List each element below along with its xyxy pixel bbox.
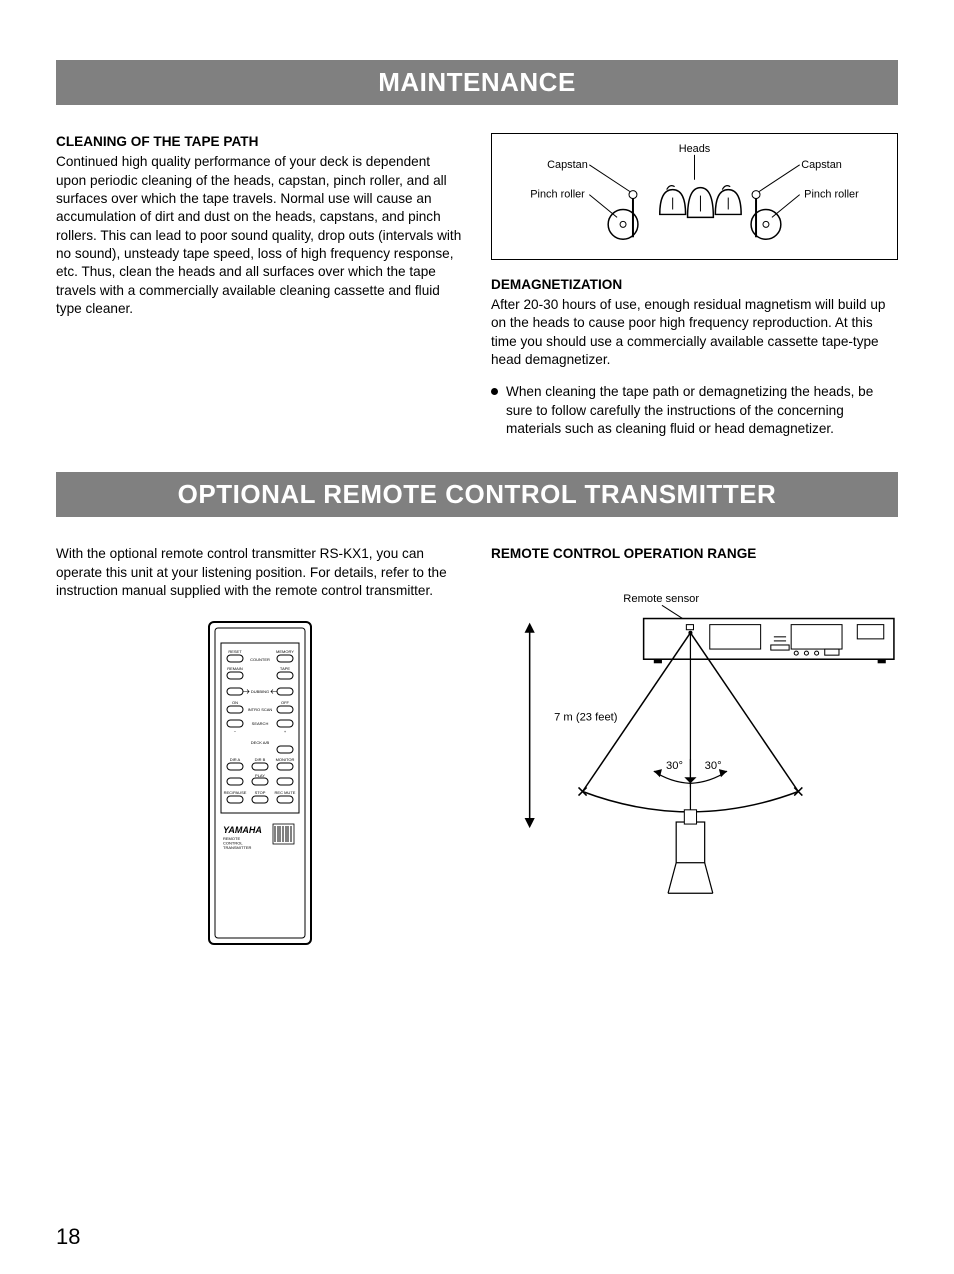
svg-text:INTRO SCAN: INTRO SCAN <box>247 707 272 712</box>
bullet-dot-icon <box>491 388 498 395</box>
label-distance: 7 m (23 feet) <box>554 711 618 723</box>
label-angle-right: 30° <box>705 760 722 772</box>
svg-text:DIR A: DIR A <box>229 757 240 762</box>
subhead-cleaning: CLEANING OF THE TAPE PATH <box>56 133 463 151</box>
svg-text:OFF: OFF <box>281 700 290 705</box>
label-capstan-r: Capstan <box>801 159 842 171</box>
bullet-warning: When cleaning the tape path or demagneti… <box>491 383 898 438</box>
label-pinch-r: Pinch roller <box>804 189 859 201</box>
remote-svg: RESET MEMORY COUNTER REMAIN TAPE DUBBING <box>205 618 315 948</box>
svg-text:RESET: RESET <box>228 649 242 654</box>
range-svg: Remote sensor <box>491 588 898 903</box>
remote-right-column: REMOTE CONTROL OPERATION RANGE Remote se… <box>491 545 898 948</box>
label-angle-left: 30° <box>666 760 683 772</box>
remote-illustration: RESET MEMORY COUNTER REMAIN TAPE DUBBING <box>56 618 463 948</box>
svg-text:PLAY: PLAY <box>255 773 265 778</box>
page-number: 18 <box>56 1224 80 1250</box>
subhead-demag: DEMAGNETIZATION <box>491 276 898 294</box>
maintenance-columns: CLEANING OF THE TAPE PATH Continued high… <box>56 133 898 438</box>
svg-text:DIR B: DIR B <box>254 757 265 762</box>
label-capstan-l: Capstan <box>547 159 588 171</box>
tape-path-diagram: Heads Capstan Capstan Pinch roller Pinch… <box>491 133 898 260</box>
svg-text:SEARCH: SEARCH <box>251 721 268 726</box>
svg-text:ON: ON <box>232 700 238 705</box>
para-remote-intro: With the optional remote control transmi… <box>56 545 463 600</box>
label-remote-sensor: Remote sensor <box>623 593 699 605</box>
operation-range-diagram: Remote sensor <box>491 588 898 909</box>
para-cleaning: Continued high quality performance of yo… <box>56 153 463 318</box>
section-title-maintenance: MAINTENANCE <box>56 60 898 105</box>
svg-text:YAMAHA: YAMAHA <box>223 825 262 835</box>
svg-text:STOP: STOP <box>254 790 265 795</box>
svg-text:MONITOR: MONITOR <box>275 757 294 762</box>
svg-text:COUNTER: COUNTER <box>250 657 270 662</box>
svg-text:MEMORY: MEMORY <box>276 649 294 654</box>
remote-left-column: With the optional remote control transmi… <box>56 545 463 948</box>
label-heads: Heads <box>679 143 711 155</box>
section-title-remote: OPTIONAL REMOTE CONTROL TRANSMITTER <box>56 472 898 517</box>
svg-text:DUBBING: DUBBING <box>250 689 268 694</box>
svg-text:REMAIN: REMAIN <box>227 666 243 671</box>
svg-text:TAPE: TAPE <box>279 666 289 671</box>
label-pinch-l: Pinch roller <box>530 189 585 201</box>
svg-text:REC MUTE: REC MUTE <box>274 790 295 795</box>
remote-columns: With the optional remote control transmi… <box>56 545 898 948</box>
tape-path-svg: Heads Capstan Capstan Pinch roller Pinch… <box>496 140 893 249</box>
bullet-text: When cleaning the tape path or demagneti… <box>506 383 898 438</box>
maintenance-right-column: Heads Capstan Capstan Pinch roller Pinch… <box>491 133 898 438</box>
maintenance-left-column: CLEANING OF THE TAPE PATH Continued high… <box>56 133 463 438</box>
subhead-operation-range: REMOTE CONTROL OPERATION RANGE <box>491 545 898 563</box>
svg-text:REC/PAUSE: REC/PAUSE <box>223 790 246 795</box>
para-demag: After 20-30 hours of use, enough residua… <box>491 296 898 369</box>
svg-text:DECK A/B: DECK A/B <box>250 740 269 745</box>
